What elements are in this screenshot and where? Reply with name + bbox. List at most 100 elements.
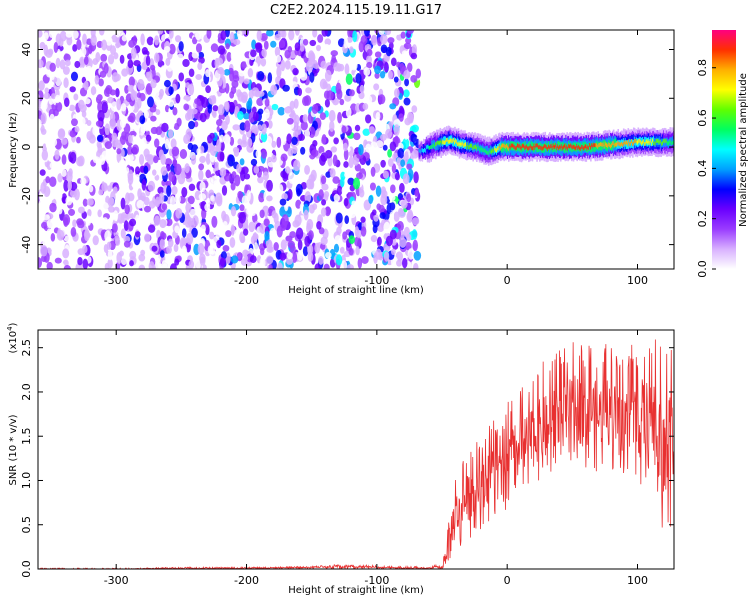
spectrogram-cell	[277, 262, 283, 269]
spectrogram-cell	[330, 146, 338, 153]
spectrogram-cell	[292, 68, 299, 76]
spectrogram-cell	[251, 39, 257, 50]
spectrogram-cell	[113, 210, 119, 222]
spectrogram-track-cell	[640, 139, 642, 144]
spectrogram-track-cell	[653, 136, 655, 145]
spectrogram-cell	[159, 250, 165, 258]
spectrogram-track-cell	[568, 144, 570, 149]
spectrogram-cell	[143, 110, 150, 119]
spectrogram-track-cell	[528, 145, 531, 150]
spectrogram-cell	[212, 110, 217, 119]
spectrogram-cell	[324, 69, 332, 82]
spectrogram-cell	[191, 51, 200, 59]
spectrogram-track-cell	[664, 138, 667, 148]
spectrogram-cell	[345, 73, 353, 85]
spectrogram-cell	[348, 211, 356, 219]
snr-x-label: Height of straight line (km)	[288, 585, 424, 596]
spectrogram-track-cell	[667, 141, 670, 146]
spectrogram-cell	[398, 113, 404, 122]
spectrogram-track-cell	[651, 141, 653, 146]
spectrogram-y-ticks: -40 -20 0 20 40	[20, 43, 674, 254]
spectrogram-cell	[108, 196, 114, 206]
spectrogram-cell	[231, 171, 237, 179]
spectrogram-cell	[247, 68, 254, 78]
spectrogram-cell	[82, 142, 88, 149]
spectrogram-track-cell	[572, 144, 575, 149]
spectrogram-cell	[166, 185, 172, 197]
spectrogram-cell	[355, 246, 360, 256]
spectrogram-cell	[407, 248, 415, 260]
spectrogram-cell	[410, 133, 417, 143]
spectrogram-track-cell	[631, 139, 633, 144]
spectrogram-cell	[390, 248, 396, 256]
spectrogram-cell	[281, 30, 287, 39]
spectrogram-cell	[280, 59, 286, 72]
spectrogram-cell	[380, 44, 388, 54]
spectrogram-track-cell	[502, 143, 505, 148]
spectrogram-cell	[87, 208, 92, 217]
spectrogram-cell	[385, 128, 393, 139]
spectrogram-cell	[129, 260, 134, 267]
spectrogram-cell	[281, 220, 287, 230]
spectrogram-cell	[134, 166, 141, 176]
spectrogram-cell	[374, 51, 382, 58]
spectrogram-cell	[319, 78, 328, 90]
spectrogram-track-cell	[555, 143, 558, 152]
spectrogram-cell	[199, 181, 206, 193]
spectrogram-cell	[261, 48, 267, 58]
spectrogram-cell	[85, 65, 93, 74]
spectrogram-cell	[297, 250, 303, 262]
spectrogram-cell	[216, 239, 222, 249]
spectrogram-cell	[271, 103, 279, 111]
spectrogram-cell	[365, 95, 373, 104]
spectrogram-cell	[195, 259, 201, 269]
spectrogram-track-cell	[440, 139, 443, 144]
spectrogram-track-cell	[514, 145, 516, 150]
spectrogram-cell	[359, 188, 365, 198]
y-tick-label: 0.0	[20, 560, 33, 578]
spectrogram-track-cell	[434, 144, 436, 149]
spectrogram-cell	[373, 83, 380, 91]
spectrogram-cell	[410, 52, 418, 60]
spectrogram-track-cell	[445, 139, 447, 144]
spectrogram-cell	[362, 128, 371, 136]
spectrogram-cell	[115, 87, 120, 98]
spectrogram-track-cell	[625, 140, 628, 149]
spectrogram-x-ticks: -300 -200 -100 0 100	[104, 30, 648, 287]
colorbar-ticks: 0.0 0.2 0.4 0.6 0.8	[696, 59, 716, 278]
spectrogram-cell	[38, 59, 44, 69]
spectrogram-cell	[49, 113, 55, 123]
spectrogram-track-cell	[467, 140, 470, 150]
y-tick-label: -40	[20, 236, 33, 254]
spectrogram-cell	[353, 132, 361, 141]
spectrogram-cell	[109, 89, 116, 96]
spectrogram-cell	[195, 74, 203, 81]
spectrogram-track-cell	[649, 141, 651, 145]
spectrogram-cell	[63, 77, 69, 89]
spectrogram-cell	[272, 95, 279, 104]
colorbar-tick-label: 0.8	[696, 59, 709, 77]
spectrogram-cell	[275, 54, 282, 63]
spectrogram-cell	[304, 129, 311, 138]
spectrogram-cell	[175, 136, 184, 149]
spectrogram-track-cell	[427, 144, 430, 154]
spectrogram-cell	[382, 144, 388, 151]
spectrogram-track-cell	[653, 141, 655, 146]
spectrogram-track-cell	[476, 146, 478, 151]
spectrogram-cell	[413, 262, 419, 269]
spectrogram-track-cell	[524, 145, 526, 150]
spectrogram-cell	[354, 236, 362, 247]
spectrogram-cell	[137, 79, 145, 91]
spectrogram-cell	[136, 92, 142, 99]
spectrogram-track-cell	[434, 142, 437, 147]
spectrogram-cell	[323, 191, 330, 198]
spectrogram-track-cell	[481, 147, 484, 152]
spectrogram-cell	[226, 51, 232, 62]
spectrogram-cell	[190, 108, 198, 115]
spectrogram-cell	[329, 168, 336, 178]
spectrogram-cell	[257, 70, 265, 81]
spectrogram-cell	[185, 202, 192, 213]
spectrogram-track-cell	[567, 146, 569, 151]
snr-panel: -300 -200 -100 0 100 0.0 0.5 1.0 1.5 2.0 2.5 Heig…	[6, 322, 675, 596]
spectrogram-cell	[306, 178, 314, 190]
